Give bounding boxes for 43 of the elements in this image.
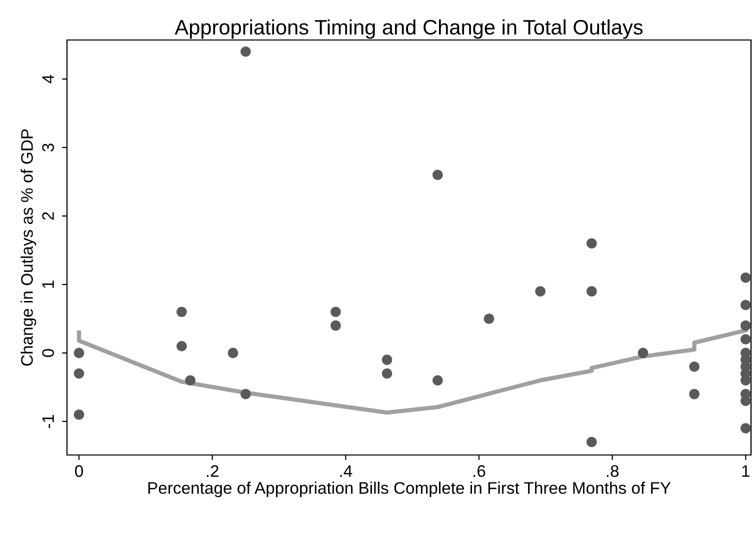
point (185, 375, 196, 386)
point (740, 334, 751, 344)
point (240, 46, 251, 57)
point (228, 348, 238, 358)
point (176, 340, 187, 352)
point (586, 436, 597, 448)
point (586, 286, 597, 296)
point (330, 306, 341, 318)
y-tick-label: 4 (42, 74, 54, 84)
point (638, 348, 648, 358)
point (382, 354, 392, 365)
x-tick-label: .2 (206, 465, 218, 477)
y-tick-label: 3 (42, 144, 54, 152)
point (176, 306, 187, 318)
point (689, 362, 700, 372)
y-axis-title: Change in Outlays as % of GDP (20, 129, 36, 366)
point (484, 314, 494, 324)
point (740, 423, 751, 434)
point (74, 409, 84, 420)
point (382, 368, 392, 379)
point (535, 286, 546, 296)
x-tick-label: .6 (474, 465, 486, 477)
chart-title: Appropriations Timing and Change in Total Outlays (174, 19, 643, 39)
x-tick-label: 0 (75, 465, 83, 477)
point (240, 388, 251, 400)
x-axis-title: Percentage of Appropriation Bills Complete in First Three Months of FY (148, 482, 671, 498)
point (74, 368, 84, 379)
point (74, 348, 84, 358)
y-tick-label: -1 (42, 414, 54, 428)
point (740, 300, 751, 310)
point (586, 238, 597, 249)
y-tick-label: 0 (42, 348, 54, 357)
point (330, 320, 341, 331)
y-tick-label: 1 (42, 280, 54, 288)
y-tick-label: 2 (42, 212, 54, 220)
point (432, 375, 443, 386)
point (740, 320, 751, 331)
point (740, 272, 751, 283)
point (689, 388, 700, 400)
x-tick-label: .4 (340, 465, 352, 477)
x-tick-label: 1 (742, 465, 750, 477)
point (432, 170, 443, 180)
x-tick-label: .8 (606, 465, 619, 477)
